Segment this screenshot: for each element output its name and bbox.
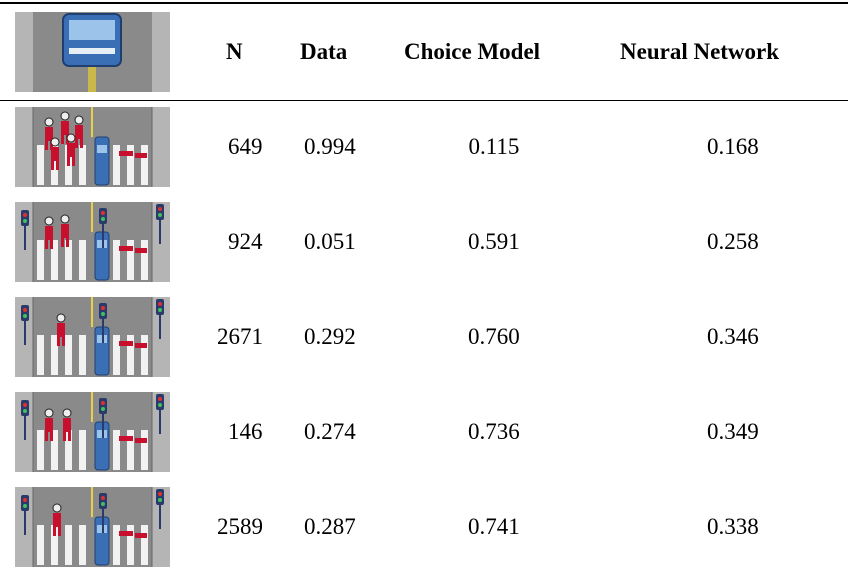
header-cell: N [226,39,243,64]
scenario-image [15,107,170,187]
header-cell: Data [300,39,348,64]
table-cell: 0.292 [304,324,356,349]
table-cell: 0.115 [468,134,520,159]
table-cell: 0.287 [304,514,356,539]
header-cell: Choice Model [404,39,541,64]
table-cell: 2671 [217,324,263,349]
table-cell: 0.736 [468,419,520,444]
scenario-image [15,392,170,472]
table-cell: 2589 [217,514,263,539]
top-rule [0,2,848,4]
table-cell: 146 [228,419,263,444]
table-cell: 0.258 [707,229,759,254]
mid-rule [0,100,848,101]
header-cell: Neural Network [620,39,780,64]
scenario-image [15,487,170,567]
table-cell: 0.760 [468,324,520,349]
table-cell: 0.051 [304,229,356,254]
table-cell: 0.741 [468,514,520,539]
table-cell: 0.994 [304,134,356,159]
scenario-image [15,202,170,282]
table-cell: 0.274 [304,419,356,444]
table-cell: 0.349 [707,419,759,444]
table-cell: 924 [228,229,263,254]
table-cell: 0.338 [707,514,759,539]
table-cell: 0.346 [707,324,759,349]
table-cell: 0.168 [707,134,759,159]
header-image [15,12,170,92]
table-cell: 649 [228,134,263,159]
table-cell: 0.591 [468,229,520,254]
scenario-image [15,297,170,377]
